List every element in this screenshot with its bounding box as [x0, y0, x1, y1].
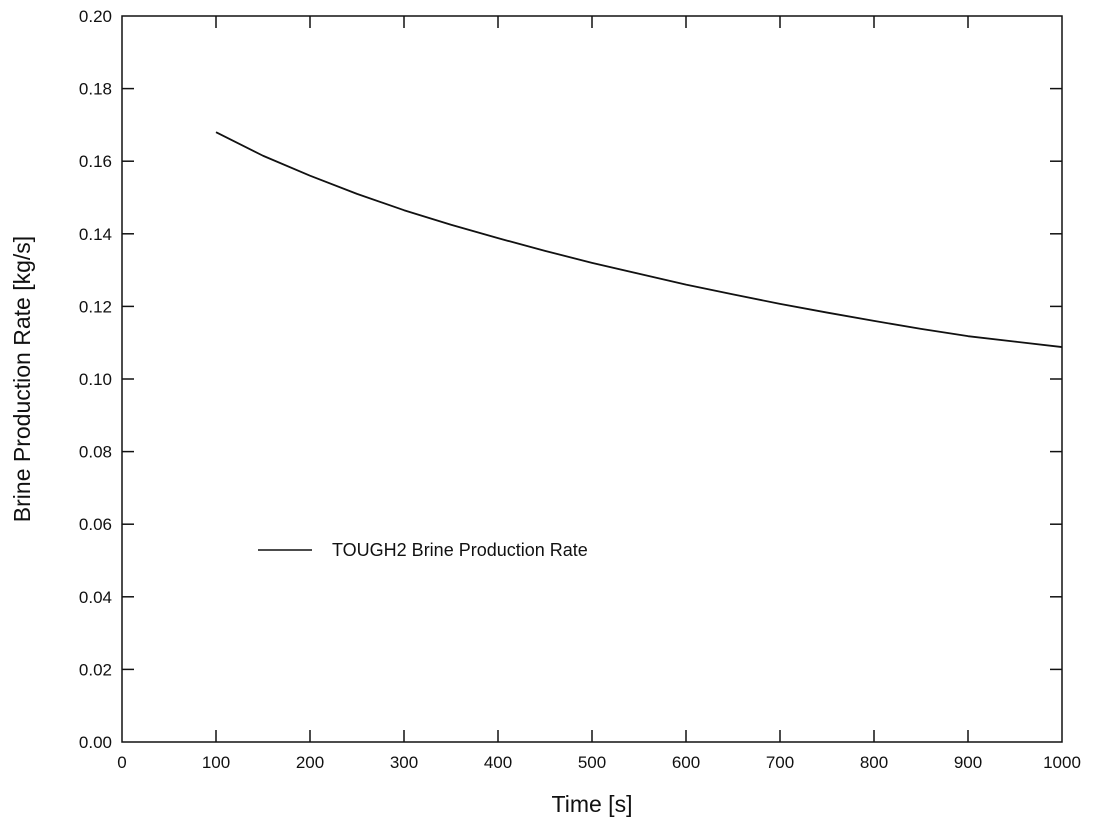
x-tick-label: 900 [954, 753, 982, 772]
x-tick-label: 300 [390, 753, 418, 772]
y-tick-label: 0.06 [79, 515, 112, 534]
y-axis-title: Brine Production Rate [kg/s] [9, 236, 35, 522]
x-tick-labels: 0 100 200 300 400 500 600 700 800 900 1000 [117, 753, 1081, 772]
x-tick-label: 500 [578, 753, 606, 772]
x-tick-label: 800 [860, 753, 888, 772]
plot-frame [121, 15, 1063, 743]
x-tick-label: 100 [202, 753, 230, 772]
y-tick-label: 0.16 [79, 152, 112, 171]
y-tick-label: 0.10 [79, 370, 112, 389]
y-tick-label: 0.12 [79, 297, 112, 316]
y-tick-labels: 0.00 0.02 0.04 0.06 0.08 0.10 0.12 0.14 0.16 0.18… [79, 7, 112, 752]
x-axis-title: Time [s] [552, 791, 633, 817]
axis-ticks [122, 16, 1062, 742]
y-tick-label: 0.20 [79, 7, 112, 26]
y-tick-label: 0.14 [79, 225, 112, 244]
y-tick-label: 0.02 [79, 660, 112, 679]
y-tick-label: 0.00 [79, 733, 112, 752]
legend-label: TOUGH2 Brine Production Rate [332, 540, 588, 560]
series-layer [215, 131, 1063, 348]
x-tick-label: 400 [484, 753, 512, 772]
series-line [215, 131, 1063, 348]
y-tick-label: 0.18 [79, 80, 112, 99]
y-tick-label: 0.04 [79, 588, 112, 607]
legend: TOUGH2 Brine Production Rate [258, 540, 588, 560]
y-tick-label: 0.08 [79, 443, 112, 462]
x-tick-label: 200 [296, 753, 324, 772]
x-tick-label: 600 [672, 753, 700, 772]
x-tick-label: 0 [117, 753, 126, 772]
x-tick-label: 700 [766, 753, 794, 772]
x-tick-label: 1000 [1043, 753, 1081, 772]
